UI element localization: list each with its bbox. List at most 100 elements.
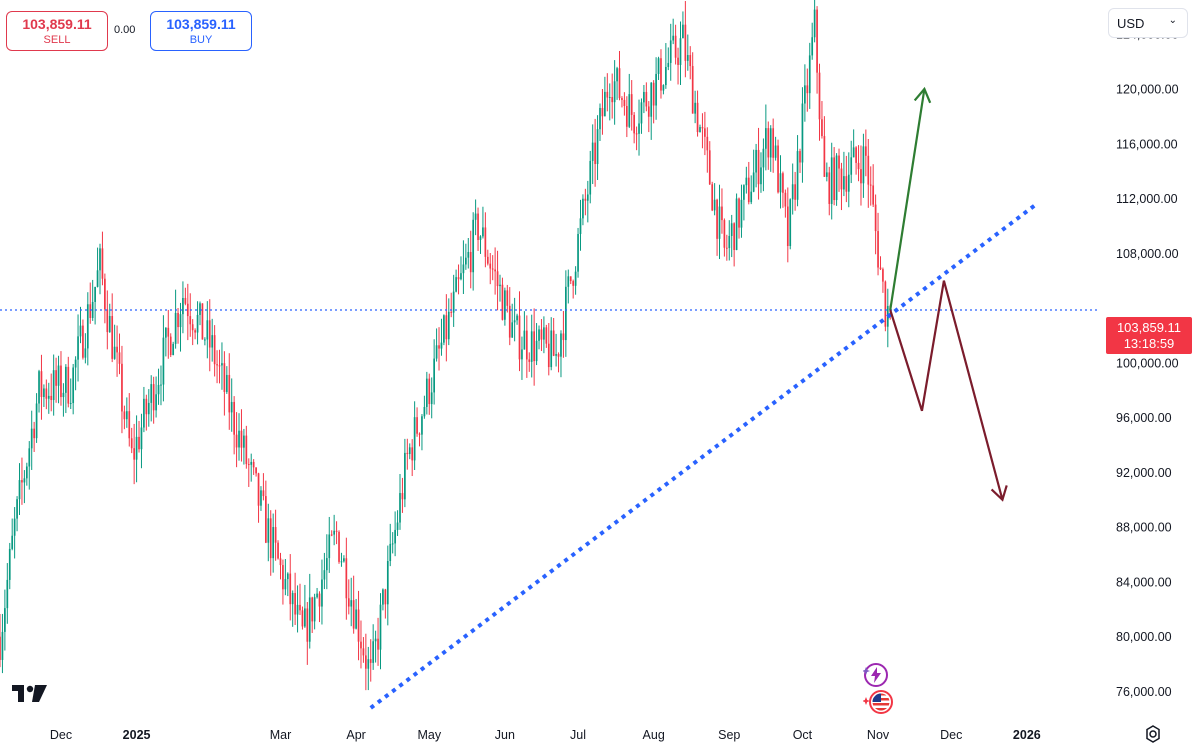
candle-body: [596, 129, 599, 165]
candle-body: [316, 593, 318, 598]
candle-body: [433, 358, 435, 393]
candle-body: [825, 172, 828, 177]
lightning-event-icon[interactable]: [863, 662, 889, 688]
candle-body: [745, 177, 748, 186]
candle-body: [79, 325, 82, 337]
candle-body: [106, 309, 109, 333]
candle-body: [747, 177, 750, 203]
candle-body: [791, 184, 794, 200]
candle-body: [245, 435, 248, 465]
candle-body: [350, 600, 353, 607]
candle-body: [811, 37, 814, 56]
candle-body: [372, 641, 375, 663]
candle-body: [860, 169, 862, 184]
time-tick-label: Nov: [867, 728, 890, 742]
candle-body: [172, 343, 175, 356]
candle-body: [416, 417, 418, 434]
candle-body: [777, 145, 779, 193]
candle-body: [143, 398, 145, 428]
candle-body: [201, 303, 204, 340]
candle-body: [645, 91, 648, 107]
candle-body: [160, 384, 162, 386]
candle-body: [128, 411, 131, 439]
candle-body: [306, 608, 309, 642]
candle-body: [55, 370, 57, 386]
candle-body: [235, 434, 238, 448]
candle-body: [340, 561, 343, 563]
candle-body: [84, 348, 87, 358]
candle-body: [884, 281, 887, 327]
candle-body: [216, 364, 218, 366]
gear-icon[interactable]: [1142, 723, 1164, 745]
candle-body: [208, 320, 211, 348]
candle-body: [672, 35, 675, 41]
chevron-down-icon: ⌄: [1168, 15, 1177, 26]
candle-body: [850, 157, 853, 175]
bearish-projection-arrow[interactable]: [889, 280, 1008, 502]
candle-body: [30, 428, 33, 449]
candle-body: [552, 330, 555, 356]
candle-body: [304, 608, 306, 627]
candle-body: [733, 223, 735, 250]
candle-body: [757, 149, 760, 185]
candle-body: [711, 184, 714, 211]
candle-body: [347, 598, 350, 607]
candle-body: [28, 448, 31, 467]
sell-button[interactable]: 103,859.11 SELL: [6, 11, 108, 51]
candle-body: [391, 543, 394, 545]
price-tick-label: 108,000.00: [1116, 247, 1179, 261]
candle-body: [62, 392, 65, 398]
candle-body: [752, 172, 755, 192]
candle-body: [506, 290, 509, 306]
candle-body: [111, 316, 114, 359]
current-price-tag: 103,859.11 13:18:59: [1106, 317, 1192, 354]
candle-body: [611, 97, 614, 103]
candle-body: [333, 530, 335, 535]
currency-selector[interactable]: USD ⌄: [1108, 8, 1188, 38]
support-trendline[interactable]: [369, 202, 1038, 710]
candle-body: [99, 248, 101, 271]
candle-body: [601, 107, 604, 117]
candle-body: [250, 461, 253, 465]
price-tick-label: 96,000.00: [1116, 411, 1172, 425]
price-tick-label: 120,000.00: [1116, 83, 1179, 97]
candle-body: [406, 452, 409, 455]
candle-body: [616, 68, 618, 82]
price-axis[interactable]: 124,000.00120,000.00116,000.00112,000.00…: [1116, 28, 1179, 699]
candle-body: [835, 155, 838, 201]
candle-body: [804, 85, 806, 104]
price-tick-label: 80,000.00: [1116, 630, 1172, 644]
buy-label: BUY: [189, 34, 213, 46]
candle-body: [284, 579, 287, 590]
time-tick-label: 2026: [1013, 728, 1041, 742]
candle-body: [362, 648, 365, 656]
candle-body: [96, 270, 99, 287]
candle-body: [152, 384, 155, 411]
candle-body: [560, 333, 562, 357]
candle-body: [491, 268, 494, 270]
candle-body: [301, 610, 304, 627]
candle-body: [169, 336, 172, 356]
candle-body: [565, 286, 567, 341]
candle-body: [625, 106, 628, 127]
time-axis[interactable]: Dec 2025 Mar Apr May Jun Jul Aug Sep Oct Nov Dec 202…: [50, 728, 1041, 742]
candle-body: [479, 236, 482, 240]
bullish-projection-arrow[interactable]: [889, 86, 932, 311]
candle-body: [474, 213, 477, 220]
buy-button[interactable]: 103,859.11 BUY: [150, 11, 252, 51]
candle-body: [18, 480, 21, 500]
candle-body: [445, 315, 448, 340]
candle-body: [684, 24, 687, 61]
candle-body: [279, 558, 282, 566]
candle-body: [496, 271, 499, 287]
candle-body: [686, 55, 689, 61]
candle-body: [855, 147, 857, 163]
candle-body: [6, 579, 9, 609]
candle-body: [486, 256, 489, 264]
time-tick-label: Dec: [940, 728, 962, 742]
tradingview-logo-icon[interactable]: [12, 684, 52, 704]
candle-body: [230, 401, 233, 413]
us-flag-event-icon[interactable]: [863, 689, 895, 715]
candle-body: [357, 609, 360, 642]
